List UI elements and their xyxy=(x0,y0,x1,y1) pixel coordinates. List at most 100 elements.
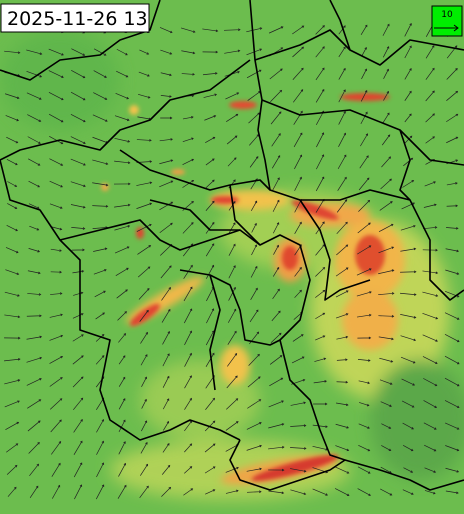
wind-arrow xyxy=(138,71,150,77)
wind-arrow xyxy=(136,181,153,186)
wind-arrow xyxy=(205,352,215,367)
wind-arrow xyxy=(95,355,105,365)
wind-arrow xyxy=(159,159,174,165)
wind-arrow xyxy=(226,113,239,122)
wind-arrow xyxy=(424,444,437,452)
wind-arrow xyxy=(272,199,280,212)
wind-arrow xyxy=(184,443,193,453)
wind-arrow xyxy=(227,330,237,345)
wind-arrow xyxy=(335,267,349,277)
wind-arrow xyxy=(7,181,18,187)
wind-arrow xyxy=(382,23,390,36)
wind-arrow xyxy=(246,422,262,430)
wind-arrow xyxy=(446,204,459,208)
wind-arrow xyxy=(29,485,39,499)
wind-arrow xyxy=(268,26,284,34)
wind-arrow xyxy=(358,199,371,212)
wind-arrow xyxy=(313,380,327,384)
wind-arrow xyxy=(117,311,127,321)
wind-arrow xyxy=(446,136,459,144)
wind-arrow xyxy=(401,400,415,408)
wind-arrow xyxy=(49,180,63,188)
wind-arrow xyxy=(378,336,394,341)
wind-arrow xyxy=(49,203,63,209)
wind-arrow xyxy=(202,28,219,33)
wind-arrow xyxy=(49,356,64,364)
wind-arrow xyxy=(183,308,193,324)
wind-arrow xyxy=(141,376,148,388)
wind-arrow xyxy=(118,376,126,387)
wind-arrow xyxy=(114,137,131,143)
wind-arrow xyxy=(140,354,148,366)
wind-arrow xyxy=(445,467,460,473)
wind-arrow xyxy=(205,179,215,189)
wind-arrow xyxy=(378,223,394,233)
wind-arrow xyxy=(95,334,105,342)
wind-arrow xyxy=(138,93,151,99)
wind-arrow xyxy=(268,490,285,495)
wind-arrow xyxy=(248,353,260,366)
wind-arrow xyxy=(423,378,438,387)
wind-arrow xyxy=(27,114,42,122)
wind-arrow xyxy=(225,421,239,431)
wind-arrow xyxy=(382,112,390,124)
wind-arrow xyxy=(137,266,151,278)
wind-arrow xyxy=(49,158,64,166)
wind-arrow xyxy=(95,484,105,500)
wind-arrow xyxy=(358,380,371,385)
wind-arrow xyxy=(26,314,42,318)
wind-arrow xyxy=(6,225,18,232)
wind-arrow xyxy=(29,463,40,477)
wind-arrow xyxy=(49,313,63,318)
wind-arrow xyxy=(114,160,131,165)
wind-arrow xyxy=(73,440,83,456)
wind-arrow xyxy=(51,462,61,477)
wind-arrow xyxy=(51,441,62,455)
wind-arrow xyxy=(225,489,239,494)
wind-arrow xyxy=(49,377,63,387)
wind-arrow xyxy=(4,50,21,54)
wind-arrow xyxy=(315,88,325,103)
wind-arrow xyxy=(380,178,392,190)
wind-arrow xyxy=(26,335,43,340)
wind-arrow xyxy=(356,313,372,318)
wind-arrow xyxy=(70,181,86,188)
wind-arrow xyxy=(182,222,194,234)
wind-arrow xyxy=(269,377,284,387)
wind-arrow xyxy=(249,156,259,168)
wind-arrow xyxy=(292,25,305,35)
wind-arrow xyxy=(141,398,147,409)
wind-arrow xyxy=(357,336,372,340)
wind-arrow xyxy=(161,486,172,497)
wind-arrow xyxy=(4,379,21,385)
wind-arrow xyxy=(72,355,84,365)
wind-arrow xyxy=(26,92,42,100)
wind-arrow xyxy=(160,49,173,55)
wind-arrow xyxy=(402,422,414,430)
wind-arrow xyxy=(5,421,20,431)
wind-arrow xyxy=(337,154,347,170)
wind-arrow xyxy=(70,204,86,209)
wind-arrow xyxy=(27,270,41,275)
wind-arrow xyxy=(5,115,19,122)
wind-arrow xyxy=(205,136,216,143)
wind-arrow xyxy=(118,462,126,477)
legend: 10 xyxy=(431,5,463,37)
wind-arrow xyxy=(251,222,257,233)
wind-arrow xyxy=(71,226,86,230)
wind-arrow xyxy=(27,136,41,144)
wind-arrow xyxy=(315,335,326,341)
wind-arrow xyxy=(116,48,128,56)
wind-arrow xyxy=(383,68,389,79)
wind-arrow xyxy=(138,288,150,300)
wind-arrow xyxy=(270,89,283,102)
wind-arrow xyxy=(4,93,20,100)
wind-arrow xyxy=(444,377,460,387)
wind-arrow xyxy=(246,27,263,33)
wind-arrow xyxy=(246,69,262,79)
wind-arrow xyxy=(444,355,460,365)
wind-arrow xyxy=(400,292,417,296)
wind-arrow xyxy=(249,309,259,323)
wind-arrow xyxy=(95,312,105,320)
wind-arrow xyxy=(159,138,173,142)
